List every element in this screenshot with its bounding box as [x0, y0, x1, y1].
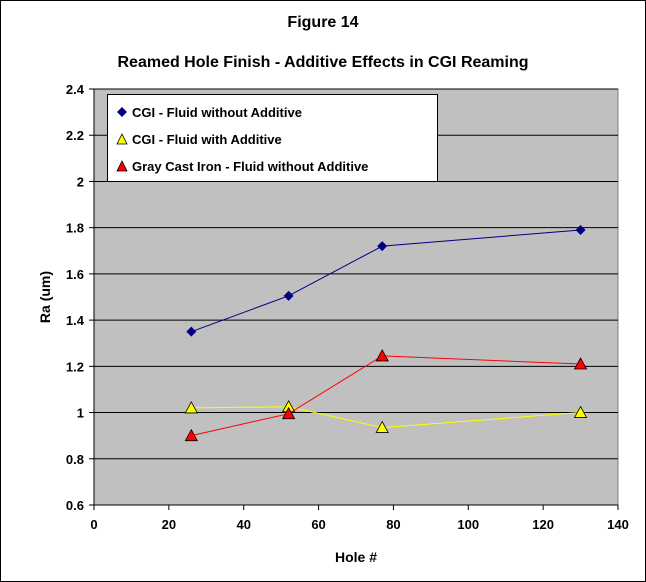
series-2 — [184, 349, 588, 442]
x-tick-label: 140 — [607, 517, 629, 532]
legend-label: Gray Cast Iron - Fluid without Additive — [132, 158, 369, 174]
series-line — [191, 355, 581, 437]
data-point — [281, 406, 296, 420]
legend-item-cgi-with-additive: CGI - Fluid with Additive — [116, 130, 282, 148]
y-tick-label: 1 — [77, 406, 84, 421]
triangle-marker-icon — [116, 160, 128, 172]
series-line — [191, 229, 581, 333]
triangle-marker-icon — [116, 133, 128, 145]
x-tick-label: 40 — [236, 517, 250, 532]
data-point — [184, 401, 198, 414]
y-axis-ticks: 0.6 0.8 1 1.2 1.4 1.6 1.8 2 2.2 2.4 — [66, 82, 94, 513]
y-tick-label: 1.4 — [66, 313, 85, 328]
legend-item-gray-cast-iron: Gray Cast Iron - Fluid without Additive — [116, 157, 368, 175]
data-point — [186, 326, 197, 337]
y-tick-label: 1.8 — [66, 221, 84, 236]
x-tick-label: 0 — [90, 517, 97, 532]
x-tick-label: 80 — [386, 517, 400, 532]
y-tick-label: 1.2 — [66, 359, 84, 374]
data-point — [573, 405, 588, 418]
x-axis-title: Hole # — [335, 549, 377, 565]
y-tick-label: 2.2 — [66, 128, 84, 143]
y-tick-label: 0.6 — [66, 498, 84, 513]
x-tick-label: 100 — [457, 517, 479, 532]
x-axis-ticks: 0 20 40 60 80 100 120 140 — [90, 505, 629, 532]
x-tick-label: 20 — [162, 517, 176, 532]
series-line — [191, 406, 581, 429]
figure-title: Figure 14 — [287, 14, 359, 31]
data-point — [377, 241, 388, 252]
data-point — [184, 428, 198, 442]
diamond-marker-icon — [117, 107, 127, 117]
data-point — [375, 349, 389, 362]
series-0 — [186, 224, 586, 337]
chart-title: Reamed Hole Finish - Additive Effects in… — [117, 54, 529, 71]
y-tick-label: 2.4 — [66, 82, 85, 97]
series-layer — [184, 224, 588, 442]
data-point — [375, 420, 389, 433]
x-tick-label: 120 — [532, 517, 554, 532]
y-axis-title: Ra (um) — [37, 271, 53, 323]
data-point — [573, 357, 588, 370]
y-tick-label: 0.8 — [66, 452, 84, 467]
y-tick-label: 2 — [77, 174, 84, 189]
legend-label: CGI - Fluid without Additive — [132, 104, 302, 120]
series-1 — [184, 399, 588, 433]
legend-item-cgi-without-additive: CGI - Fluid without Additive — [116, 103, 302, 121]
data-point — [283, 290, 294, 301]
legend-label: CGI - Fluid with Additive — [132, 131, 282, 147]
y-tick-label: 1.6 — [66, 267, 84, 282]
x-tick-label: 60 — [311, 517, 325, 532]
legend: CGI - Fluid without Additive CGI - Fluid… — [107, 94, 438, 182]
data-point — [575, 224, 586, 235]
